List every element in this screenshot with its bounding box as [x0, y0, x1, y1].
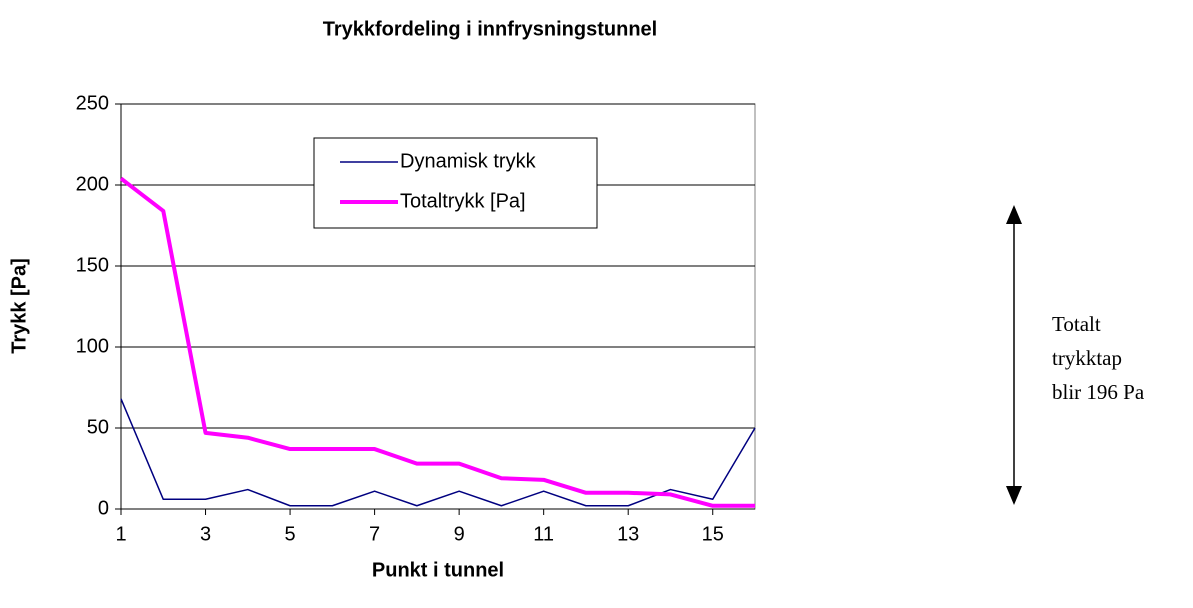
- x-axis-label: Punkt i tunnel: [372, 559, 504, 581]
- series-line: [120, 398, 756, 507]
- x-tick-label: 7: [369, 523, 380, 545]
- y-tick-label: 50: [87, 416, 109, 438]
- x-tick-label: 1: [115, 523, 126, 545]
- series-line: [119, 176, 755, 508]
- legend-label: Totaltrykk [Pa]: [400, 190, 526, 212]
- legend-label: Dynamisk trykk: [400, 150, 537, 172]
- y-tick-label: 150: [76, 254, 109, 276]
- x-tick-label: 11: [533, 523, 554, 545]
- chart-title: Trykkfordeling i innfrysningstunnel: [323, 18, 657, 40]
- annotation: trykktap: [1052, 346, 1122, 370]
- x-tick-label: 15: [702, 523, 724, 545]
- x-tick-label: 3: [200, 523, 211, 545]
- x-tick-label: 5: [285, 523, 296, 545]
- annotation: Totalt: [1052, 312, 1101, 336]
- x-tick-label: 9: [454, 523, 465, 545]
- y-tick-label: 250: [76, 92, 109, 114]
- y-tick-label: 0: [98, 497, 109, 519]
- x-tick-label: 13: [617, 523, 639, 545]
- annotation: blir 196 Pa: [1052, 380, 1145, 404]
- range-arrow: [1006, 205, 1022, 505]
- y-axis-label: Trykk [Pa]: [8, 258, 30, 354]
- y-tick-label: 100: [76, 335, 109, 357]
- y-tick-label: 200: [76, 173, 109, 195]
- legend-box: [313, 137, 598, 229]
